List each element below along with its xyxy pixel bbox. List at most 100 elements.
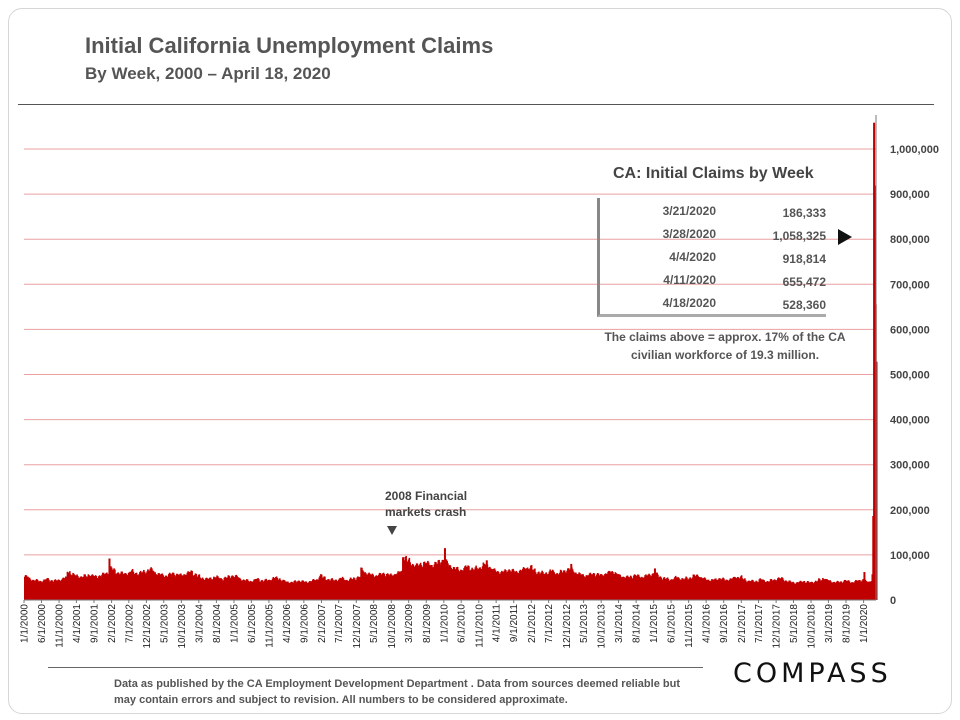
- bar: [135, 572, 137, 600]
- x-tick-label: 10/1/2013: [597, 604, 608, 649]
- bar: [270, 581, 272, 600]
- bar: [502, 572, 505, 600]
- bar: [408, 557, 411, 600]
- bar: [175, 575, 177, 600]
- bar: [129, 571, 131, 600]
- bar: [756, 582, 759, 600]
- bar: [314, 580, 317, 600]
- bar: [49, 581, 52, 600]
- bar: [261, 579, 263, 600]
- bar: [367, 573, 370, 600]
- bar: [786, 582, 789, 600]
- bar: [578, 572, 580, 600]
- bar: [796, 582, 798, 600]
- bar: [88, 575, 90, 600]
- bar: [742, 579, 745, 600]
- bar: [736, 578, 738, 600]
- bar: [64, 577, 66, 600]
- bar: [785, 581, 788, 600]
- bar: [159, 574, 161, 600]
- bar: [501, 570, 503, 600]
- bar: [173, 574, 176, 600]
- bar: [405, 555, 407, 600]
- source-note: Data as published by the CA Employment D…: [114, 678, 680, 706]
- bar: [761, 579, 764, 600]
- bar: [295, 582, 298, 600]
- bar: [24, 576, 26, 600]
- bar: [333, 580, 336, 600]
- bar: [386, 573, 389, 600]
- bar: [147, 570, 150, 600]
- bar: [184, 574, 187, 600]
- bar: [285, 581, 288, 600]
- bar: [150, 567, 152, 600]
- bar: [719, 578, 721, 600]
- bar: [560, 570, 563, 600]
- chart-subtitle: By Week, 2000 – April 18, 2020: [85, 64, 331, 83]
- bar: [768, 582, 770, 600]
- bar: [678, 577, 680, 600]
- bar: [674, 577, 676, 600]
- bar: [601, 575, 604, 600]
- bar: [489, 566, 491, 600]
- bar: [646, 575, 649, 600]
- bar: [838, 582, 841, 600]
- bar: [291, 582, 294, 600]
- bar: [497, 572, 500, 600]
- bar: [649, 574, 651, 600]
- bar: [80, 576, 82, 600]
- bar: [441, 559, 444, 600]
- bar: [797, 582, 800, 600]
- bar: [480, 568, 483, 600]
- bar: [789, 580, 791, 600]
- bar: [40, 581, 42, 600]
- bar: [689, 577, 691, 600]
- bar: [68, 572, 70, 600]
- x-tick-label: 11/1/2010: [474, 604, 485, 648]
- bar: [25, 575, 28, 600]
- x-tick-label: 9/1/2001: [89, 604, 100, 643]
- bar: [777, 578, 779, 600]
- bar: [830, 581, 832, 600]
- x-tick-label: 5/1/2003: [159, 604, 170, 643]
- bar: [345, 579, 348, 600]
- bar: [79, 576, 82, 600]
- bar: [131, 569, 134, 600]
- bar: [100, 576, 103, 600]
- bar: [461, 570, 464, 600]
- bar: [151, 568, 153, 600]
- x-tick-label: 3/1/2009: [404, 604, 415, 643]
- bar: [660, 577, 662, 600]
- bar: [838, 582, 840, 600]
- bar: [26, 576, 29, 600]
- bar: [586, 575, 588, 600]
- bar: [53, 580, 56, 600]
- bar: [476, 567, 478, 600]
- bar: [369, 574, 372, 600]
- bar: [615, 573, 617, 600]
- bar: [234, 575, 237, 600]
- bar: [731, 578, 734, 600]
- bar: [763, 580, 765, 600]
- row-value: 655,472: [782, 275, 826, 289]
- bar: [199, 577, 201, 600]
- bar: [755, 580, 757, 600]
- bar: [308, 581, 311, 600]
- bar: [271, 578, 274, 600]
- bar: [345, 580, 347, 600]
- bar: [538, 571, 540, 600]
- bar: [769, 579, 772, 600]
- bar: [529, 568, 531, 600]
- bar: [449, 565, 452, 600]
- bar: [228, 575, 230, 600]
- bar: [540, 572, 543, 600]
- bar: [372, 574, 374, 600]
- bar: [526, 567, 529, 600]
- bar: [233, 577, 235, 600]
- bar: [82, 576, 85, 600]
- chart-title: Initial California Unemployment Claims: [85, 33, 494, 58]
- bar: [794, 584, 797, 600]
- x-tick-label: 5/1/2008: [369, 604, 380, 643]
- bar: [193, 575, 196, 600]
- bar: [391, 575, 394, 600]
